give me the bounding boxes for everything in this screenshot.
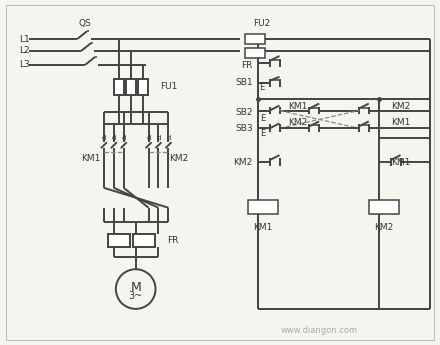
Text: KM1: KM1 <box>81 154 101 162</box>
Text: KM2: KM2 <box>234 158 253 167</box>
Text: KM1: KM1 <box>392 118 411 127</box>
Bar <box>245 48 264 58</box>
Text: FR: FR <box>168 236 179 245</box>
Text: KM1: KM1 <box>288 102 307 111</box>
Text: FU2: FU2 <box>253 19 270 28</box>
Text: www.diangon.com: www.diangon.com <box>281 326 358 335</box>
Text: 3~: 3~ <box>128 291 143 301</box>
Bar <box>126 79 136 95</box>
Text: d: d <box>147 135 151 141</box>
Bar <box>138 79 147 95</box>
Text: E: E <box>260 129 265 138</box>
Text: L2: L2 <box>18 47 29 56</box>
Text: d: d <box>102 135 106 141</box>
Text: KM2: KM2 <box>288 118 307 127</box>
Text: FU1: FU1 <box>161 82 178 91</box>
Text: d: d <box>166 135 171 141</box>
Bar <box>369 200 399 214</box>
Text: d: d <box>156 135 161 141</box>
Text: E: E <box>259 83 264 92</box>
Text: KM2: KM2 <box>169 154 188 162</box>
Bar <box>133 234 154 247</box>
Text: SB3: SB3 <box>235 124 253 133</box>
Text: E: E <box>260 114 265 123</box>
Text: KM2: KM2 <box>392 102 411 111</box>
Text: d: d <box>112 135 116 141</box>
Text: d: d <box>121 135 126 141</box>
Text: KM1: KM1 <box>253 223 272 232</box>
Bar <box>114 79 124 95</box>
Text: L1: L1 <box>18 34 29 43</box>
Text: M: M <box>130 280 141 294</box>
Bar <box>108 234 130 247</box>
Bar <box>248 200 278 214</box>
Text: SB1: SB1 <box>235 78 253 87</box>
Bar <box>245 34 264 44</box>
Text: SB2: SB2 <box>235 108 253 117</box>
Text: QS: QS <box>79 19 92 28</box>
Text: L3: L3 <box>18 60 29 69</box>
Text: FR: FR <box>242 61 253 70</box>
Text: KM1: KM1 <box>392 158 411 167</box>
Text: KM2: KM2 <box>374 223 393 232</box>
